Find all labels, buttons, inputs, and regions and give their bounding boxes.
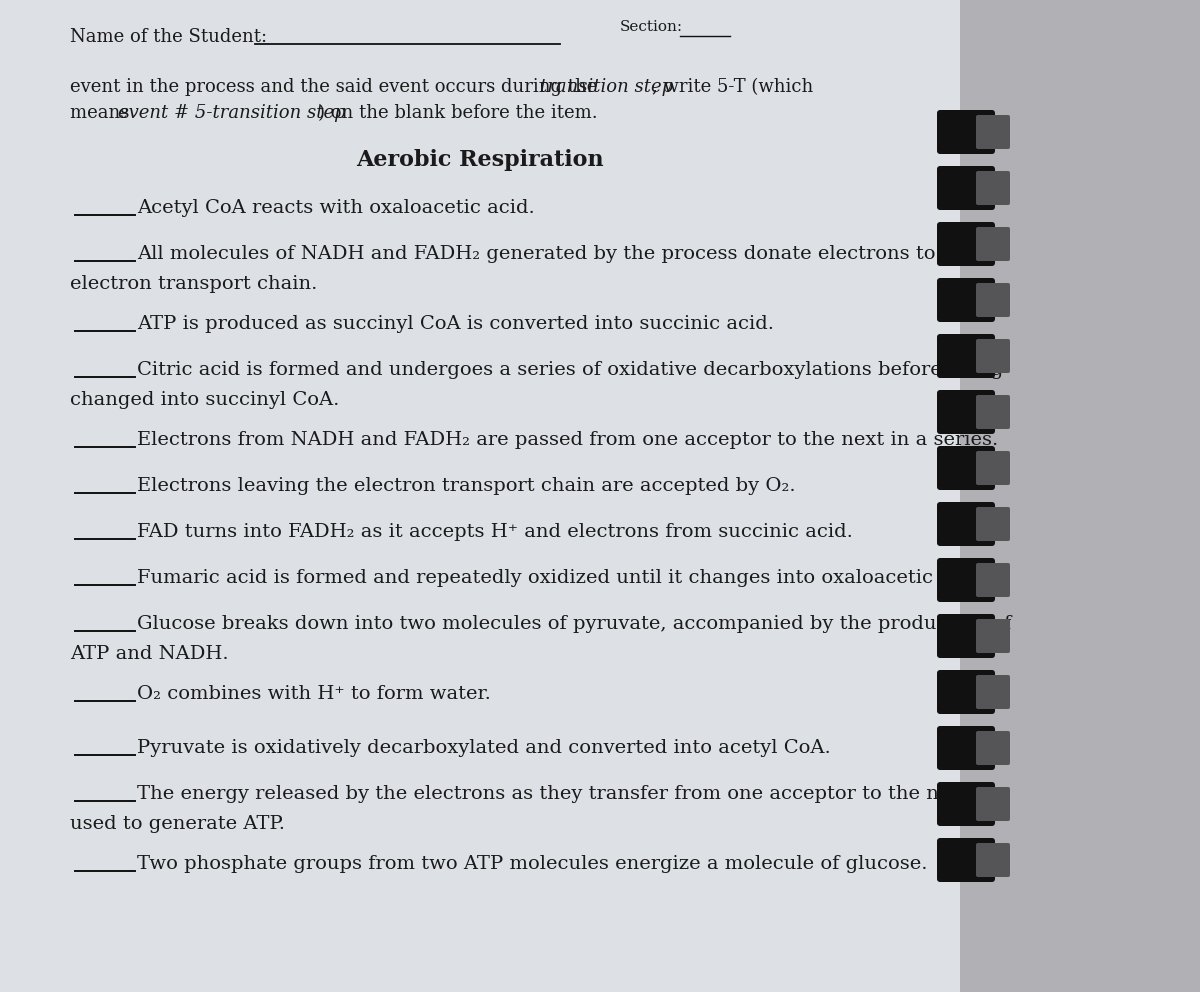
FancyBboxPatch shape [937, 614, 995, 658]
Text: ATP and NADH.: ATP and NADH. [70, 645, 229, 663]
FancyBboxPatch shape [976, 115, 1010, 149]
Text: Two phosphate groups from two ATP molecules energize a molecule of glucose.: Two phosphate groups from two ATP molecu… [137, 855, 928, 873]
FancyBboxPatch shape [937, 166, 995, 210]
FancyBboxPatch shape [976, 787, 1010, 821]
FancyBboxPatch shape [976, 395, 1010, 429]
Text: Acetyl CoA reacts with oxaloacetic acid.: Acetyl CoA reacts with oxaloacetic acid. [137, 199, 535, 217]
FancyBboxPatch shape [976, 507, 1010, 541]
Text: Name of the Student:: Name of the Student: [70, 28, 268, 46]
Text: The energy released by the electrons as they transfer from one acceptor to the n: The energy released by the electrons as … [137, 785, 991, 803]
FancyBboxPatch shape [937, 838, 995, 882]
FancyBboxPatch shape [976, 171, 1010, 205]
FancyBboxPatch shape [976, 283, 1010, 317]
Text: Electrons from NADH and FADH₂ are passed from one acceptor to the next in a seri: Electrons from NADH and FADH₂ are passed… [137, 431, 998, 449]
Text: used to generate ATP.: used to generate ATP. [70, 815, 286, 833]
Text: , write 5-T (which: , write 5-T (which [652, 78, 814, 96]
FancyBboxPatch shape [937, 222, 995, 266]
FancyBboxPatch shape [976, 563, 1010, 597]
FancyBboxPatch shape [937, 334, 995, 378]
FancyBboxPatch shape [937, 670, 995, 714]
Text: changed into succinyl CoA.: changed into succinyl CoA. [70, 391, 340, 409]
Text: electron transport chain.: electron transport chain. [70, 275, 317, 293]
FancyBboxPatch shape [937, 782, 995, 826]
FancyBboxPatch shape [937, 726, 995, 770]
Text: means: means [70, 104, 136, 122]
FancyBboxPatch shape [976, 843, 1010, 877]
Text: O₂ combines with H⁺ to form water.: O₂ combines with H⁺ to form water. [137, 685, 491, 703]
FancyBboxPatch shape [960, 0, 1200, 992]
FancyBboxPatch shape [976, 451, 1010, 485]
Text: Citric acid is formed and undergoes a series of oxidative decarboxylations befor: Citric acid is formed and undergoes a se… [137, 361, 1003, 379]
Text: Aerobic Respiration: Aerobic Respiration [356, 149, 604, 171]
FancyBboxPatch shape [937, 446, 995, 490]
Text: ATP is produced as succinyl CoA is converted into succinic acid.: ATP is produced as succinyl CoA is conve… [137, 315, 774, 333]
FancyBboxPatch shape [976, 227, 1010, 261]
Text: ) on the blank before the item.: ) on the blank before the item. [318, 104, 598, 122]
Text: event # 5-transition step: event # 5-transition step [118, 104, 346, 122]
FancyBboxPatch shape [976, 731, 1010, 765]
FancyBboxPatch shape [976, 339, 1010, 373]
FancyBboxPatch shape [937, 390, 995, 434]
FancyBboxPatch shape [976, 675, 1010, 709]
Text: transition step: transition step [540, 78, 673, 96]
FancyBboxPatch shape [0, 0, 960, 992]
Text: Fumaric acid is formed and repeatedly oxidized until it changes into oxaloacetic: Fumaric acid is formed and repeatedly ox… [137, 569, 986, 587]
FancyBboxPatch shape [937, 502, 995, 546]
FancyBboxPatch shape [937, 278, 995, 322]
Text: Electrons leaving the electron transport chain are accepted by O₂.: Electrons leaving the electron transport… [137, 477, 796, 495]
Text: Pyruvate is oxidatively decarboxylated and converted into acetyl CoA.: Pyruvate is oxidatively decarboxylated a… [137, 739, 830, 757]
Text: All molecules of NADH and FADH₂ generated by the process donate electrons to an: All molecules of NADH and FADH₂ generate… [137, 245, 966, 263]
Text: FAD turns into FADH₂ as it accepts H⁺ and electrons from succinic acid.: FAD turns into FADH₂ as it accepts H⁺ an… [137, 523, 853, 541]
Text: Section:: Section: [620, 20, 683, 34]
FancyBboxPatch shape [937, 558, 995, 602]
Text: Glucose breaks down into two molecules of pyruvate, accompanied by the productio: Glucose breaks down into two molecules o… [137, 615, 1012, 633]
FancyBboxPatch shape [976, 619, 1010, 653]
Text: event in the process and the said event occurs during the: event in the process and the said event … [70, 78, 604, 96]
FancyBboxPatch shape [937, 110, 995, 154]
